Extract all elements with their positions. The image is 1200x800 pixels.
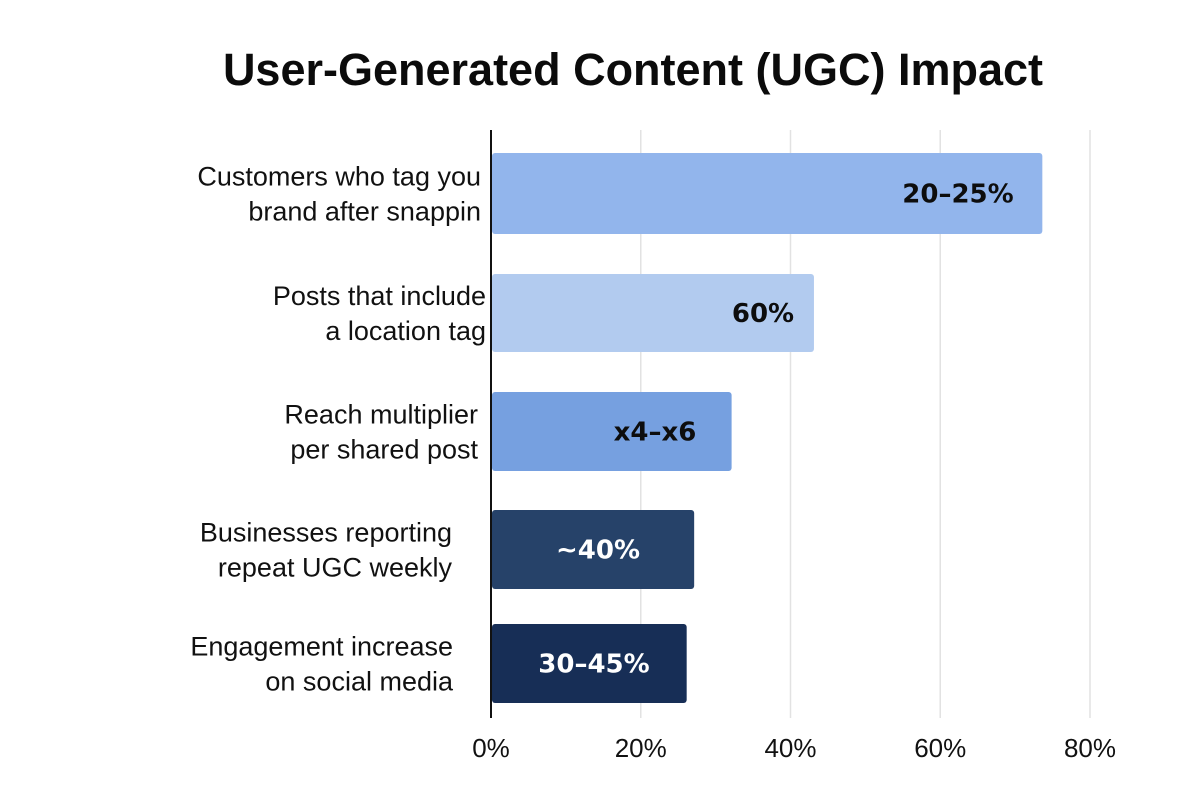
bar bbox=[492, 392, 732, 471]
category-label: a location tag bbox=[325, 316, 486, 346]
x-tick-label: 60% bbox=[914, 733, 966, 763]
x-tick-labels: 0% 20% 40% 60% 80% bbox=[472, 733, 1116, 763]
bar-value-label: 20–25% bbox=[902, 180, 1013, 210]
bar bbox=[492, 510, 695, 589]
chart-title: User-Generated Content (UGC) Impact bbox=[223, 44, 1043, 95]
category-label: brand after snappin bbox=[248, 197, 481, 227]
category-label: Reach multiplier bbox=[284, 400, 478, 430]
bar-value-label: 30–45% bbox=[538, 650, 649, 680]
category-label: Engagement increase bbox=[190, 632, 453, 662]
category-label: repeat UGC weekly bbox=[218, 553, 453, 583]
category-label: Customers who tag you bbox=[197, 162, 481, 192]
x-tick-label: 80% bbox=[1064, 733, 1116, 763]
bar-value-label: x4–x6 bbox=[614, 418, 697, 448]
category-label: per shared post bbox=[290, 435, 478, 465]
bar-value-label: 60% bbox=[732, 299, 794, 329]
category-labels: Customers who tag you brand after snappin… bbox=[190, 162, 486, 697]
x-tick-label: 20% bbox=[615, 733, 667, 763]
category-label: Businesses reporting bbox=[200, 518, 452, 548]
bars: 20–25% 60% x4–x6 ~40% 30–45% bbox=[492, 153, 1043, 703]
x-tick-label: 40% bbox=[764, 733, 816, 763]
x-tick-label: 0% bbox=[472, 733, 510, 763]
category-label: on social media bbox=[265, 667, 454, 697]
bar bbox=[492, 624, 687, 703]
bar-value-label: ~40% bbox=[556, 536, 640, 566]
bar bbox=[492, 153, 1043, 234]
category-label: Posts that include bbox=[273, 281, 486, 311]
bar bbox=[492, 274, 814, 352]
